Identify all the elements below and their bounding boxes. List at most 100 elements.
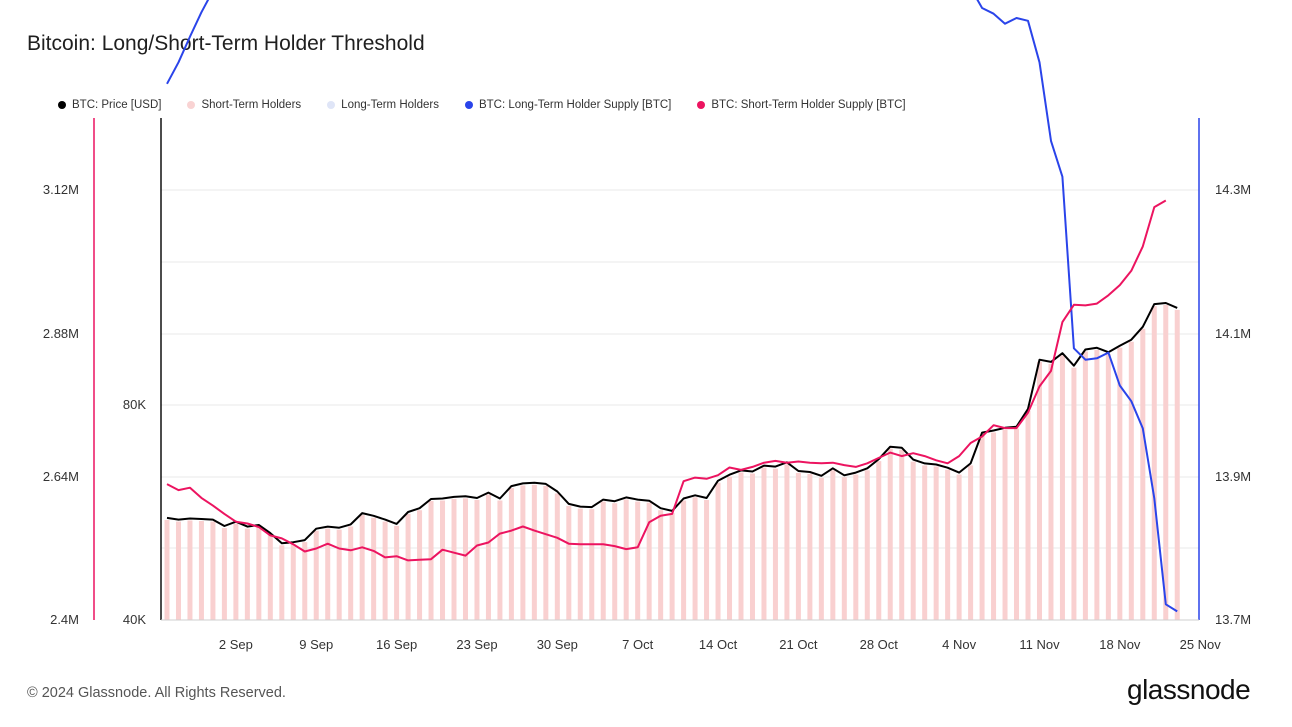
x-axis-tick: 23 Sep [456, 637, 497, 652]
tick-labels: 2.4M 2.64M 2.88M 3.12M 40K 80K 13.7M 13.9M 14.1M… [43, 182, 1251, 652]
sth-bar [1151, 306, 1157, 620]
lth-series-line [166, 0, 1178, 613]
sth-bar [1082, 351, 1088, 620]
sth-bar [795, 472, 801, 620]
sth-bar [1036, 361, 1042, 620]
sth-axis-tick: 2.88M [43, 326, 79, 341]
sth-bar [933, 466, 939, 620]
sth-bar [1163, 305, 1169, 620]
x-axis-tick: 18 Nov [1099, 637, 1141, 652]
sth-bar [313, 530, 319, 620]
sth-bar [830, 470, 836, 620]
sth-bar [1128, 341, 1134, 620]
sth-bar [382, 521, 388, 620]
sth-bar [336, 529, 342, 620]
sth-bar [738, 472, 744, 620]
sth-bar [554, 493, 560, 620]
sth-bar [359, 515, 365, 620]
sth-bar [727, 476, 733, 620]
legend-item-lth[interactable]: Long-Term Holders [327, 99, 439, 111]
sth-bar [1105, 354, 1111, 620]
axes [93, 118, 1200, 621]
glassnode-logo: glassnode [1127, 674, 1251, 705]
sth-bar [474, 499, 480, 620]
x-axis-tick: 9 Sep [299, 637, 333, 652]
sth-bar [485, 494, 491, 620]
legend-swatch [187, 101, 196, 109]
sth-bar [910, 461, 916, 620]
sth-bar [1002, 429, 1008, 620]
lth-axis-tick: 13.7M [1215, 612, 1251, 627]
x-axis-tick: 25 Nov [1180, 637, 1222, 652]
legend-swatch [58, 101, 66, 109]
sth-bar [1014, 428, 1020, 620]
sth-bar [1094, 349, 1100, 620]
legend-swatch [464, 101, 473, 109]
sth-bar [405, 514, 411, 620]
sth-bar [945, 469, 951, 620]
legend-item-lth-supply[interactable]: BTC: Long-Term Holder Supply [BTC] [464, 99, 672, 111]
sth-bar [784, 464, 790, 620]
sth-bar [221, 528, 227, 620]
sth-bar [1140, 328, 1146, 620]
sth-bar [187, 520, 193, 620]
x-axis-tick: 7 Oct [622, 637, 653, 652]
sth-axis-tick: 2.64M [43, 469, 79, 484]
sth-axis-tick: 3.12M [43, 182, 79, 197]
x-axis-tick: 21 Oct [779, 637, 818, 652]
sth-bar [267, 535, 273, 620]
sth-bar [1048, 363, 1054, 620]
sth-bar [290, 544, 296, 620]
sth-bar [451, 498, 457, 620]
sth-bar [325, 528, 331, 620]
x-axis-tick: 28 Oct [860, 637, 899, 652]
sth-bar [577, 508, 583, 620]
x-axis-tick: 2 Sep [219, 637, 253, 652]
sth-bar [853, 474, 859, 620]
sth-bar [772, 468, 778, 620]
sth-bar [589, 509, 595, 620]
sth-bar [991, 432, 997, 620]
sth-bar [715, 482, 721, 620]
legend-item-sth[interactable]: Short-Term Holders [187, 99, 301, 111]
sth-bar [531, 484, 537, 620]
sth-bar [600, 501, 606, 620]
sth-bar [302, 542, 308, 620]
sth-bar [807, 474, 813, 620]
sth-bar [623, 499, 629, 620]
sth-bar [164, 519, 170, 620]
sth-bar [348, 526, 354, 620]
sth-bar [279, 545, 285, 620]
sth-bar [899, 449, 905, 620]
sth-bar [704, 499, 710, 620]
legend-label: BTC: Long-Term Holder Supply [BTC] [478, 99, 672, 111]
copyright: © 2024 Glassnode. All Rights Reserved. [27, 685, 286, 701]
sth-bar [922, 465, 928, 620]
x-axis-tick: 14 Oct [699, 637, 738, 652]
series-lines [166, 0, 1178, 613]
lth-axis-tick: 14.1M [1215, 326, 1251, 341]
legend-label: BTC: Short-Term Holder Supply [BTC] [711, 99, 906, 111]
sth-bar [669, 512, 675, 620]
sth-bar [233, 523, 239, 620]
sth-bar [761, 467, 767, 620]
sth-bar [508, 488, 514, 620]
sth-bar [749, 473, 755, 620]
sth-bar [462, 498, 468, 620]
legend-item-price[interactable]: BTC: Price [USD] [58, 99, 161, 111]
legend-label: BTC: Price [USD] [72, 99, 162, 111]
sth-bar [210, 521, 216, 620]
legend-label: Short-Term Holders [201, 99, 302, 111]
sth-bar [417, 510, 423, 620]
legend-item-sth-supply[interactable]: BTC: Short-Term Holder Supply [BTC] [697, 99, 906, 111]
sth-bar [520, 485, 526, 620]
x-axis-tick: 11 Nov [1019, 637, 1060, 652]
sth-bars [164, 305, 1180, 620]
sth-bar [658, 510, 664, 620]
legend: BTC: Price [USD] Short-Term Holders Long… [58, 99, 906, 111]
sth-bar [566, 505, 572, 620]
sth-bar [818, 477, 824, 620]
price-axis-tick: 40K [123, 612, 146, 627]
sth-bar [876, 461, 882, 620]
